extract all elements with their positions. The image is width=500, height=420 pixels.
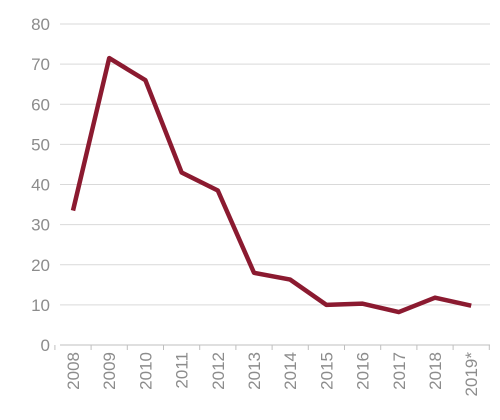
x-tick-label: 2011 — [173, 352, 192, 389]
x-tick-label: 2017 — [390, 352, 409, 390]
x-tick-label: 2013 — [245, 352, 264, 390]
y-tick-label: 80 — [31, 15, 50, 34]
y-tick-label: 70 — [31, 55, 50, 74]
x-tick-label: 2014 — [281, 352, 300, 390]
y-tick-label: 60 — [31, 95, 50, 114]
x-tick-label: 2012 — [209, 352, 228, 390]
y-tick-label: 50 — [31, 135, 50, 154]
x-tick-label: 2010 — [136, 352, 155, 390]
x-tick-label: 2015 — [317, 352, 336, 390]
y-axis-tick-labels: 0 10 20 30 40 50 60 70 80 — [31, 15, 50, 355]
x-tick-label: 2008 — [64, 352, 83, 390]
y-tick-label: 20 — [31, 256, 50, 275]
y-tick-label: 10 — [31, 296, 50, 315]
x-tick-label: 2018 — [426, 352, 445, 390]
x-axis-tick-labels: 2008 2009 2010 2011 2012 2013 2014 2015 2016 2017… — [64, 352, 481, 397]
x-tick-label: 2009 — [100, 352, 119, 390]
y-tick-label: 0 — [41, 336, 50, 355]
x-tick-label: 2016 — [354, 352, 373, 390]
series-layer — [70, 55, 472, 315]
y-tick-label: 30 — [31, 216, 50, 235]
series-line — [70, 55, 472, 315]
x-tick-label: 2019* — [462, 352, 481, 397]
x-axis — [54, 344, 490, 350]
y-tick-label: 40 — [31, 176, 50, 195]
gridlines — [60, 23, 490, 306]
